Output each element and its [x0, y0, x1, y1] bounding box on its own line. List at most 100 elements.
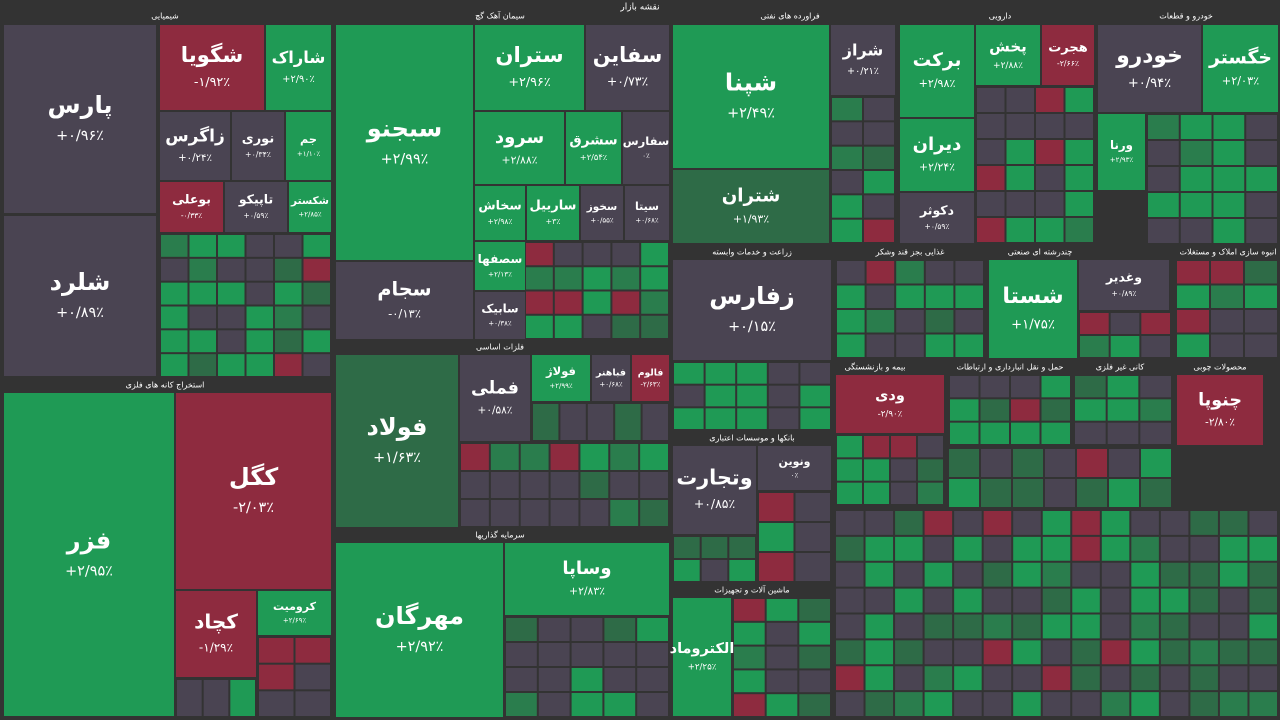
filler-tile	[800, 363, 830, 384]
filler-tile	[980, 422, 1009, 444]
stock-name: شلرد	[50, 268, 111, 296]
filler-tile	[836, 562, 864, 587]
stock-tile	[475, 112, 564, 184]
filler-tile	[1160, 588, 1189, 613]
filler-tile	[246, 282, 273, 305]
filler-tile	[759, 553, 794, 581]
stock-tile	[1098, 114, 1145, 190]
sector-title: چندرشته ای صنعتی	[1008, 248, 1073, 257]
filler-tile	[1006, 192, 1034, 216]
filler-tile	[1006, 140, 1034, 164]
stock-change: +۲/۰۳٪	[1222, 75, 1259, 88]
sector-title: دارویی	[989, 12, 1012, 21]
stock-tile	[532, 355, 590, 401]
filler-tile	[218, 330, 245, 353]
filler-tile	[1180, 167, 1212, 191]
filler-tile	[795, 493, 830, 521]
filler-tile	[977, 166, 1005, 190]
stock-change: -۲/۶۶٪	[1057, 59, 1079, 68]
stock-change: +۲/۹۳٪	[1110, 155, 1134, 164]
filler-tile	[230, 680, 255, 716]
filler-tile	[1072, 562, 1100, 587]
filler-tile	[977, 218, 1005, 242]
filler-tile	[1190, 511, 1218, 535]
sector-title: سیمان آهک گچ	[475, 11, 525, 21]
filler-tile	[837, 334, 865, 357]
filler-tile	[950, 422, 979, 444]
stock-name: سفارس	[623, 134, 669, 148]
stock-name: کگل	[229, 463, 278, 491]
filler-tile	[837, 459, 862, 481]
filler-tile	[275, 235, 302, 257]
filler-tile	[864, 171, 894, 194]
filler-tile	[832, 98, 862, 121]
filler-tile	[1219, 511, 1248, 535]
filler-tile	[1141, 449, 1171, 477]
filler-tile	[759, 523, 794, 551]
stock-name: فولاد	[367, 413, 428, 441]
filler-tile	[1213, 193, 1245, 217]
stock-tile	[586, 25, 669, 110]
filler-tile	[836, 640, 864, 665]
filler-tile	[832, 219, 862, 242]
filler-tile	[571, 668, 603, 691]
filler-tile	[1065, 140, 1093, 164]
sector-title: فراورده های نفتی	[760, 12, 819, 21]
filler-tile	[865, 562, 894, 587]
filler-tile	[1065, 166, 1093, 190]
filler-tile	[865, 614, 894, 639]
filler-tile	[949, 449, 979, 477]
filler-tile	[1075, 376, 1106, 398]
filler-tile	[766, 694, 798, 716]
filler-tile	[865, 536, 894, 561]
stock-tile	[266, 25, 331, 110]
filler-tile	[1131, 614, 1159, 639]
filler-tile	[981, 449, 1011, 477]
filler-tile	[864, 482, 889, 504]
filler-tile	[177, 680, 202, 716]
filler-tile	[275, 330, 302, 353]
stock-tile	[475, 292, 525, 339]
stock-tile	[566, 112, 621, 184]
filler-tile	[554, 243, 582, 266]
filler-tile	[490, 444, 519, 470]
filler-tile	[1036, 140, 1064, 164]
filler-tile	[1107, 422, 1139, 444]
stock-name: فولاژ	[545, 364, 576, 379]
filler-tile	[737, 408, 767, 429]
sector-title: بیمه و بازنشستگی	[844, 362, 905, 372]
filler-tile	[768, 408, 799, 429]
stock-tile	[232, 112, 284, 180]
stock-change: +۲/۴۹٪	[727, 105, 775, 121]
filler-tile	[303, 330, 330, 353]
filler-tile	[1177, 285, 1209, 308]
filler-tile	[981, 479, 1011, 507]
filler-tile	[1131, 511, 1159, 535]
filler-tile	[506, 643, 537, 666]
filler-tile	[1245, 310, 1277, 333]
filler-tile	[1013, 536, 1041, 561]
filler-tile	[1013, 614, 1041, 639]
filler-tile	[303, 282, 330, 305]
filler-tile	[1148, 219, 1179, 243]
filler-tile	[1213, 115, 1245, 139]
filler-tile	[924, 588, 953, 613]
filler-tile	[295, 691, 330, 716]
stock-change: +۲/۹۸٪	[488, 217, 513, 226]
filler-tile	[950, 399, 979, 421]
filler-tile	[1013, 479, 1043, 507]
stock-name: فباهنر	[595, 367, 626, 378]
filler-tile	[1065, 192, 1093, 216]
filler-tile	[538, 643, 570, 666]
filler-tile	[615, 404, 641, 440]
filler-tile	[1249, 588, 1277, 613]
stock-change: +۰/۹۶٪	[56, 128, 104, 144]
filler-tile	[1246, 193, 1277, 217]
stock-change: +۲/۹۲٪	[396, 639, 444, 655]
filler-tile	[955, 334, 983, 357]
stock-change: ۰٪	[642, 152, 650, 160]
filler-tile	[837, 482, 862, 504]
stock-change: +۲/۱۳٪	[488, 269, 512, 278]
stock-tile	[289, 182, 331, 232]
